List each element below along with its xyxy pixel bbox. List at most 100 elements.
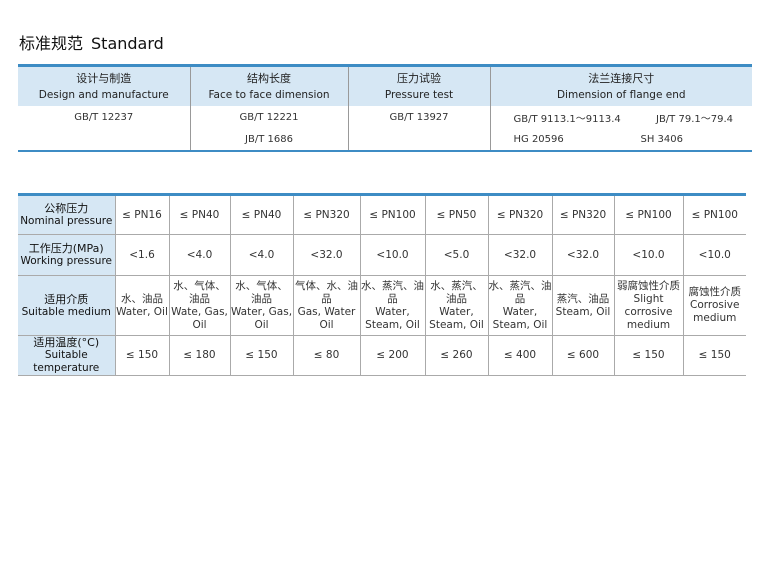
table-cell: 腐蚀性介质 Corrosive medium — [682, 275, 746, 336]
medium-en: Wate, Gas, Oil — [171, 305, 228, 331]
medium-cn: 水、气体、油品 — [173, 279, 226, 305]
medium-cn: 水、蒸汽、油品 — [430, 279, 483, 305]
table-cell: ≤ PN320 — [487, 194, 553, 235]
pressure-test-standard: GB/T 13927 — [347, 106, 490, 128]
design-standard: GB/T 12237 — [74, 111, 134, 123]
medium-en: Water, Steam, Oil — [492, 305, 548, 331]
table-cell: ≤ 600 — [551, 335, 615, 376]
row-header-en: Nominal pressure — [20, 215, 113, 227]
table-cell: 气体、水、油品 Gas, Water Oil — [292, 275, 361, 336]
table-cell: 水、蒸汽、油品 Water, Steam, Oil — [424, 275, 489, 336]
column-header: 设计与制造 Design and manufacture — [18, 65, 190, 106]
row-header: 适用介质 Suitable medium — [18, 275, 116, 336]
title-cn: 标准规范 — [19, 34, 84, 53]
medium-en: Steam, Oil — [555, 305, 611, 318]
face-standard: GB/T 12221 — [189, 106, 348, 128]
table-cell: <5.0 — [424, 234, 489, 276]
table-cell: 水、蒸汽、油品 Water, Steam, Oil — [359, 275, 426, 336]
table-cell: <1.6 — [114, 234, 170, 276]
column-header: 压力试验 Pressure test — [347, 65, 490, 106]
table-row: 适用介质 Suitable medium 水、油品 Water, Oil 水、气体、油品… — [18, 275, 746, 336]
medium-cn: 弱腐蚀性介质 — [617, 279, 680, 292]
table-cell: <4.0 — [229, 234, 294, 276]
table-cell: ≤ 150 — [114, 335, 170, 376]
table-cell: 水、气体、油品 Wate, Gas, Oil — [168, 275, 231, 336]
header-en: Dimension of flange end — [556, 88, 686, 101]
title-en: Standard — [91, 34, 164, 53]
table-cell: ≤ 260 — [424, 335, 489, 376]
row-header-cn: 适用介质 — [44, 292, 89, 306]
table-row: 工作压力(MPa) Working pressure <1.6 <4.0 <4.0 <32… — [18, 234, 746, 276]
row-header-cn: 适用温度(°C) — [33, 336, 100, 349]
table-cell: ≤ 180 — [168, 335, 231, 376]
column-header: 法兰连接尺寸 Dimension of flange end — [489, 65, 752, 106]
header-cn: 压力试验 — [397, 71, 441, 85]
table-cell: <32.0 — [551, 234, 615, 276]
page-title: 标准规范 Standard — [19, 30, 164, 54]
table-cell: <10.0 — [613, 234, 684, 276]
header-cn: 结构长度 — [247, 71, 291, 85]
medium-cn: 蒸汽、油品 — [556, 292, 610, 305]
table-cell: <10.0 — [359, 234, 426, 276]
medium-en: Slight corrosive medium — [624, 292, 673, 331]
table-cell: ≤ 150 — [613, 335, 684, 376]
medium-cn: 水、气体、油品 — [235, 279, 288, 305]
row-header: 工作压力(MPa) Working pressure — [18, 234, 116, 276]
table-cell: 蒸汽、油品 Steam, Oil — [551, 275, 615, 336]
specs-table: 公称压力 Nominal pressure ≤ PN16 ≤ PN40 ≤ PN40 ≤ … — [18, 193, 746, 376]
table-cell: ≤ PN100 — [613, 194, 684, 235]
medium-en: Water, Oil — [116, 305, 168, 318]
medium-en: Water, Steam, Oil — [429, 305, 484, 331]
medium-cn: 水、蒸汽、油品 — [361, 279, 424, 305]
table-cell: ≤ PN100 — [682, 194, 746, 235]
table-cell: ≤ 150 — [682, 335, 746, 376]
table-cell: ≤ PN50 — [424, 194, 489, 235]
row-header-cn: 公称压力 — [44, 202, 89, 215]
table-cell: 水、蒸汽、油品 Water, Steam, Oil — [487, 275, 553, 336]
medium-cn: 水、油品 — [121, 292, 163, 305]
row-header-en: Working pressure — [20, 255, 113, 267]
row-header-en: Suitable temperature — [33, 349, 100, 374]
standards-table: 设计与制造 Design and manufacture 结构长度 Face to f… — [18, 64, 752, 152]
table-cell: ≤ PN320 — [292, 194, 361, 235]
medium-cn: 气体、水、油品 — [295, 279, 358, 305]
header-cn: 法兰连接尺寸 — [588, 71, 655, 85]
table-cell: ≤ PN40 — [229, 194, 294, 235]
header-en: Pressure test — [384, 88, 454, 101]
table-cell: ≤ 400 — [487, 335, 553, 376]
medium-en: Gas, Water Oil — [297, 305, 356, 331]
table-cell: ≤ 200 — [359, 335, 426, 376]
flange-standard: HG 20596 — [513, 133, 564, 145]
table-cell: 弱腐蚀性介质 Slight corrosive medium — [613, 275, 684, 336]
flange-standard: GB/T 9113.1～9113.4 — [513, 113, 621, 125]
table-row: 公称压力 Nominal pressure ≤ PN16 ≤ PN40 ≤ PN40 ≤ … — [18, 194, 746, 235]
header-en: Design and manufacture — [38, 88, 169, 101]
medium-en: Water, Steam, Oil — [365, 305, 420, 331]
row-header: 公称压力 Nominal pressure — [18, 194, 116, 235]
table-cell: ≤ PN16 — [114, 194, 170, 235]
table-cell: <10.0 — [682, 234, 746, 276]
table-cell: ≤ 80 — [292, 335, 361, 376]
table-cell: <32.0 — [487, 234, 553, 276]
flange-standard: JB/T 79.1～79.4 — [656, 113, 733, 125]
medium-cn: 水、蒸汽、油品 — [488, 279, 552, 305]
table-cell: <4.0 — [168, 234, 231, 276]
row-header-en: Suitable medium — [21, 305, 111, 318]
table-row: 适用温度(°C) Suitable temperature ≤ 150 ≤ 180 ≤ … — [18, 335, 746, 376]
medium-en: Water, Gas, Oil — [230, 305, 293, 331]
table-cell: ≤ PN40 — [168, 194, 231, 235]
row-header: 适用温度(°C) Suitable temperature — [18, 335, 116, 376]
table-cell: 水、油品 Water, Oil — [114, 275, 170, 336]
flange-standard: SH 3406 — [640, 133, 684, 145]
header-cn: 设计与制造 — [76, 71, 132, 85]
row-header-cn: 工作压力(MPa) — [28, 242, 104, 255]
medium-en: Corrosive medium — [690, 299, 740, 324]
table-cell: 水、气体、油品 Water, Gas, Oil — [229, 275, 294, 336]
table-cell: ≤ 150 — [229, 335, 294, 376]
table-cell: ≤ PN320 — [551, 194, 615, 235]
header-en: Face to face dimension — [208, 88, 330, 101]
column-header: 结构长度 Face to face dimension — [189, 65, 348, 106]
medium-cn: 腐蚀性介质 — [688, 286, 742, 298]
table-cell: <32.0 — [292, 234, 361, 276]
table-cell: ≤ PN100 — [359, 194, 426, 235]
